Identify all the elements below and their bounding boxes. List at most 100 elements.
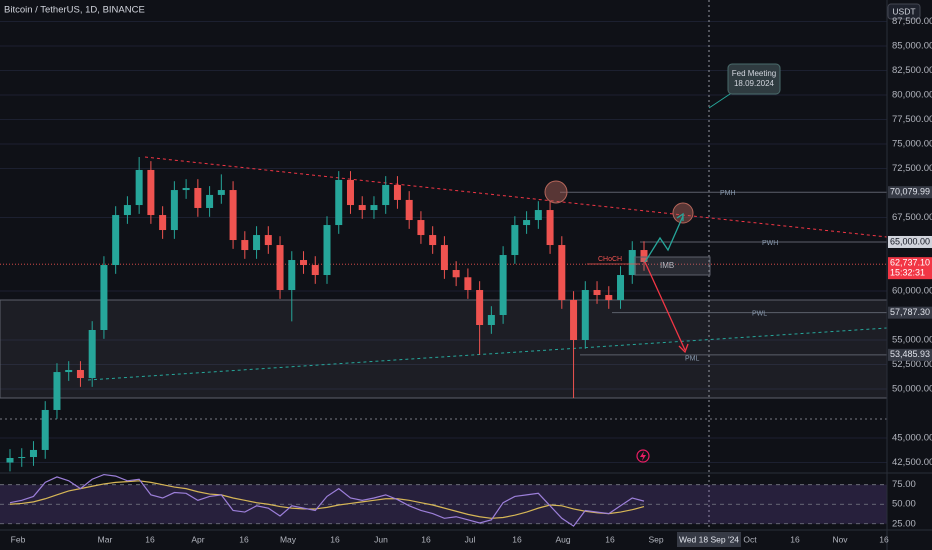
y-tick-label: 72,500.00: [892, 163, 932, 174]
x-tick-label: Nov: [832, 534, 848, 544]
x-tick-label: May: [280, 534, 297, 544]
candle-body: [217, 190, 225, 195]
last-price-box: [888, 257, 932, 280]
candle-body: [276, 245, 284, 291]
rsi-tick-label: 75.00: [892, 479, 916, 490]
alert-icon: [636, 449, 650, 463]
candle-body: [159, 215, 167, 231]
level-price-box: [888, 306, 932, 319]
candle-body: [440, 245, 448, 271]
candle-body: [147, 169, 155, 216]
trend-line: [144, 156, 888, 238]
x-tick-label: Oct: [743, 534, 757, 544]
candle-body: [393, 184, 401, 200]
candle-body: [229, 190, 237, 241]
candle-body: [464, 277, 472, 291]
candle-body: [135, 169, 143, 206]
y-tick-label: 85,000.00: [892, 40, 932, 51]
candle-body: [370, 205, 378, 211]
x-tick-label: Jun: [374, 534, 388, 544]
candle-body: [194, 187, 202, 208]
rsi-tick-label: 25.00: [892, 518, 916, 529]
candle-body: [358, 205, 366, 211]
y-tick-label: 45,000.00: [892, 433, 932, 444]
currency-button[interactable]: [887, 3, 921, 20]
candle-body: [523, 220, 531, 226]
bear-arrow-head: [678, 343, 689, 354]
candle-body: [41, 409, 49, 450]
level-name: PMH: [720, 190, 736, 197]
y-tick-label: 50,000.00: [892, 384, 932, 395]
level-price-label: 57,787.30: [890, 307, 930, 317]
candle-body: [593, 290, 601, 296]
candle-body: [53, 372, 61, 410]
candle-body: [617, 275, 625, 301]
level-price-label: 65,000.00: [890, 236, 930, 246]
countdown-label: 15:32:31: [890, 268, 925, 278]
alert-bolt: [640, 451, 646, 461]
candle-body: [170, 190, 178, 231]
event-callout: [727, 63, 781, 95]
imb-box: [634, 256, 711, 276]
candle-body: [452, 270, 460, 278]
imb-label: IMB: [660, 261, 674, 270]
x-tick-label: 16: [605, 534, 615, 544]
level-price-box: [888, 186, 932, 199]
level-name: PML: [685, 356, 700, 363]
bull-path-arrow: [644, 215, 684, 263]
candle-body: [558, 245, 566, 301]
level-price-label: 70,079.99: [890, 187, 930, 197]
y-tick-label: 67,500.00: [892, 212, 932, 223]
event-title: Fed Meeting: [732, 69, 776, 78]
level-price-box: [888, 235, 932, 248]
x-tick-label: 16: [145, 534, 155, 544]
candle-body: [182, 187, 190, 191]
candle-body: [88, 330, 96, 379]
y-tick-label: 87,500.00: [892, 16, 932, 27]
candle-body: [112, 215, 120, 266]
candle-body: [29, 449, 37, 458]
crosshair-date-box: [677, 532, 741, 547]
liquidity-circle: [544, 180, 568, 204]
candle-body: [253, 235, 261, 251]
candle-body: [18, 457, 26, 459]
candle-body: [534, 210, 542, 221]
x-tick-label: 16: [239, 534, 249, 544]
x-tick-label: 16: [421, 534, 431, 544]
level-price-box: [888, 348, 932, 361]
y-tick-label: 60,000.00: [892, 286, 932, 297]
level-name: PWH: [762, 240, 778, 247]
x-tick-label: Jul: [465, 534, 476, 544]
x-tick-label: 16: [790, 534, 800, 544]
y-tick-label: 82,500.00: [892, 65, 932, 76]
event-date: 18.09.2024: [734, 79, 775, 88]
candle-body: [6, 458, 14, 463]
candle-body: [429, 235, 437, 246]
candle-body: [123, 205, 131, 216]
bull-arrow-head: [676, 212, 684, 221]
x-tick-label: Feb: [11, 534, 26, 544]
level-price-label: 53,485.93: [890, 349, 930, 359]
candle-body: [581, 290, 589, 340]
candle-body: [346, 179, 354, 206]
trend-line: [87, 327, 888, 381]
y-tick-label: 42,500.00: [892, 457, 932, 468]
candle-body: [476, 290, 484, 326]
y-tick-label: 52,500.00: [892, 359, 932, 370]
y-tick-label: 55,000.00: [892, 335, 932, 346]
level-name: PWL: [752, 311, 767, 318]
candle-body: [605, 295, 613, 301]
candle-body: [417, 220, 425, 236]
x-tick-label: Apr: [191, 534, 204, 544]
rsi-ma-line: [9, 480, 645, 519]
range-zone: [0, 299, 888, 399]
candle-body: [76, 369, 84, 379]
x-tick-label: Aug: [555, 534, 570, 544]
candle-body: [311, 265, 319, 276]
y-tick-label: 75,000.00: [892, 138, 932, 149]
candle-body: [323, 225, 331, 276]
crosshair-date: Wed 18 Sep '24: [679, 534, 739, 544]
rsi-tick-label: 50.00: [892, 499, 916, 510]
